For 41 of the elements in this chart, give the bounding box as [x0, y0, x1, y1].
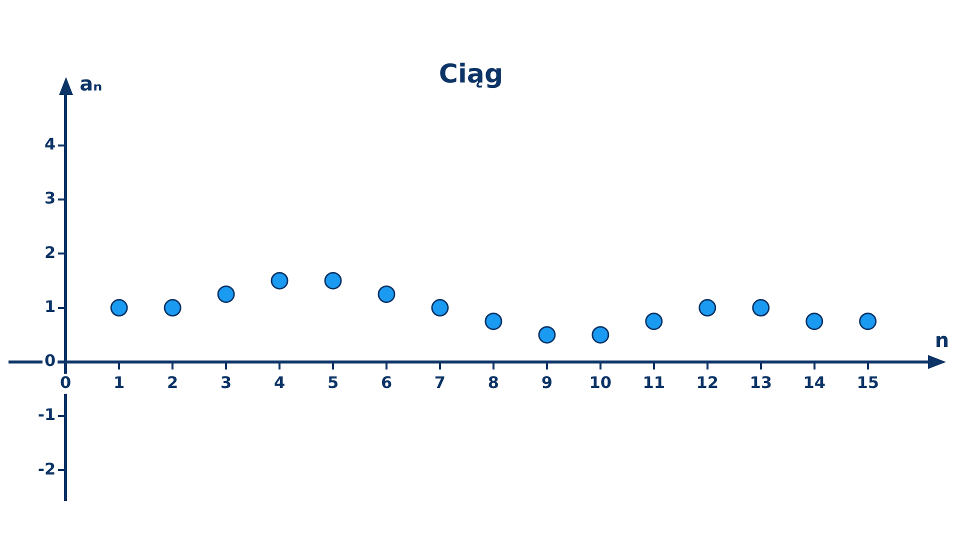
point: [592, 326, 610, 344]
point: [217, 285, 235, 303]
point: [324, 272, 342, 290]
point: [110, 299, 128, 317]
point: [484, 312, 502, 330]
x-tick-label: 10: [589, 373, 612, 392]
y-tick-label: 0: [44, 351, 56, 370]
point: [645, 312, 663, 330]
y-tick-label: 2: [44, 242, 56, 262]
x-tick-label: 8: [488, 373, 500, 392]
x-axis-title: n: [934, 328, 950, 352]
point: [859, 312, 877, 330]
y-tick-label: 1: [44, 296, 56, 316]
x-tick-label: 3: [220, 373, 232, 392]
x-tick-label: 2: [167, 373, 178, 392]
point: [431, 299, 449, 317]
point: [752, 299, 770, 317]
point: [538, 326, 556, 344]
y-tick-label: 4: [44, 134, 56, 154]
x-tick-label: 1: [114, 373, 125, 392]
x-tick-label: 12: [696, 373, 719, 392]
x-tick-label: 0: [60, 373, 72, 392]
x-tick-label: 15: [856, 373, 879, 392]
point: [378, 285, 396, 303]
x-tick-label: 11: [642, 373, 666, 392]
y-tick-label: 3: [44, 188, 56, 208]
x-tick-label: 4: [274, 373, 286, 392]
x-tick-label: 6: [380, 373, 392, 392]
point: [164, 299, 182, 317]
x-tick-label: 13: [750, 373, 772, 392]
chart-title: Ciąg: [438, 59, 504, 90]
x-tick-label: 5: [327, 373, 339, 392]
y-axis-title: aₙ: [80, 71, 102, 96]
y-tick-label: -1: [38, 405, 56, 424]
x-tick-label: 7: [434, 373, 446, 392]
y-tick-label: -2: [38, 459, 56, 478]
point: [806, 312, 824, 330]
x-tick-label: 14: [803, 373, 826, 392]
point: [698, 299, 716, 317]
x-tick-label: 9: [541, 373, 553, 392]
point: [270, 272, 288, 290]
